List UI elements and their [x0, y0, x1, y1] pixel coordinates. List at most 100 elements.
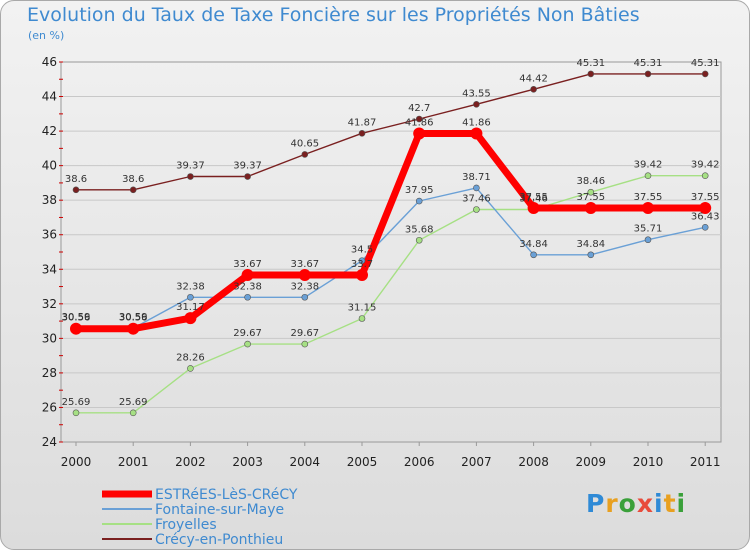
point-s2-2003 — [244, 293, 251, 301]
data-labels: 38.6 38.6 39.37 39.37 40.65 41.87 42.7 43.55 44.… — [62, 58, 720, 408]
point-s0-2004 — [301, 151, 309, 158]
point-s0-2001 — [129, 186, 137, 194]
label-s0-2007: 43.55 — [462, 88, 491, 99]
logo-letter: i — [676, 489, 687, 518]
label-s0-2004: 40.65 — [290, 138, 319, 149]
label-s3-2006: 41.86 — [405, 118, 434, 129]
point-s3-2007 — [470, 127, 483, 140]
x-tick-2000: 2000 — [61, 455, 92, 469]
series-line-3 — [76, 130, 706, 333]
point-s3-2005 — [356, 268, 368, 281]
label-s3-2010: 37.55 — [634, 192, 663, 203]
y-tick-36: 36 — [42, 228, 57, 242]
x-tick-2007: 2007 — [461, 455, 492, 469]
point-s0-2009 — [587, 70, 595, 78]
x-tick-2011: 2011 — [690, 455, 721, 469]
x-tick-2005: 2005 — [347, 455, 378, 469]
point-s2-2004 — [301, 293, 309, 301]
x-tick-2001: 2001 — [118, 455, 149, 469]
logo-letter: o — [618, 489, 637, 518]
label-s2-2001: 30.59 — [119, 312, 148, 323]
legend-label-2: Froyelles — [155, 517, 217, 533]
point-s0-2000 — [72, 186, 80, 194]
label-s1-2004: 29.67 — [290, 328, 319, 339]
label-s2-2000: 30.59 — [62, 312, 91, 323]
point-s3-2010 — [642, 201, 654, 214]
point-s1-2002 — [187, 365, 194, 372]
label-s0-2003: 39.37 — [233, 161, 262, 172]
point-s2-2007 — [473, 184, 480, 192]
y-axis-ticks: 24 26 28 30 32 34 36 38 40 42 44 46 — [42, 55, 57, 449]
label-s1-2002: 28.26 — [176, 352, 205, 363]
label-s0-2005: 41.87 — [348, 117, 377, 128]
label-s2-2011: 36.43 — [691, 211, 720, 222]
logo-letter: t — [663, 489, 677, 518]
point-s1-2003 — [244, 340, 251, 348]
point-s1-2004 — [301, 340, 309, 348]
label-s0-2008: 44.42 — [519, 73, 548, 84]
series-line-0 — [76, 73, 706, 191]
y-tick-26: 26 — [42, 400, 57, 414]
label-s1-2007: 37.46 — [462, 194, 491, 205]
legend-label-1: Fontaine-sur-Maye — [155, 502, 284, 518]
point-s1-2001 — [129, 409, 137, 417]
label-s1-2003: 29.67 — [233, 328, 262, 339]
point-s3-2000 — [70, 322, 82, 335]
point-s3-2011 — [699, 201, 712, 214]
label-s3-2008: 37.55 — [519, 192, 548, 203]
point-s3-2001 — [127, 322, 140, 335]
point-s2-2006 — [415, 197, 423, 205]
y-tick-30: 30 — [42, 331, 57, 345]
point-s1-2010 — [644, 172, 652, 179]
label-s3-2003: 33.67 — [233, 259, 262, 270]
x-axis-ticks: 2000 2001 2002 2003 2004 2005 2006 2007 2008 2009… — [61, 455, 721, 469]
label-s0-2006: 42.7 — [408, 103, 430, 114]
y-axis-unit: (en %) — [28, 29, 65, 42]
label-s1-2011: 39.42 — [691, 160, 720, 171]
point-s0-2011 — [701, 70, 709, 78]
label-s1-2010: 39.42 — [634, 160, 663, 171]
label-s3-2002: 31.17 — [176, 302, 205, 313]
y-tick-34: 34 — [42, 262, 57, 276]
logo-letter: i — [654, 489, 664, 518]
point-s2-2005 — [358, 257, 366, 264]
point-s1-2005 — [358, 315, 366, 322]
point-s1-2000 — [72, 409, 80, 417]
y-tick-40: 40 — [42, 159, 57, 173]
y-tick-28: 28 — [42, 366, 57, 380]
point-s3-2008 — [527, 201, 540, 214]
legend: ESTRéES-LèS-CRéCYFontaine-sur-MayeFroyel… — [102, 487, 298, 548]
legend-label-0: ESTRéES-LèS-CRéCY — [155, 487, 298, 503]
y-tick-32: 32 — [42, 297, 57, 311]
label-s1-2009: 38.46 — [576, 176, 605, 187]
y-tick-46: 46 — [42, 55, 57, 69]
label-s0-2002: 39.37 — [176, 161, 205, 172]
point-s2-2008 — [530, 251, 537, 259]
point-s2-2010 — [644, 236, 652, 244]
label-s3-2011: 37.55 — [691, 192, 720, 203]
y-tick-44: 44 — [42, 90, 57, 104]
series-line-1 — [76, 175, 706, 414]
label-s3-2004: 33.67 — [290, 259, 319, 270]
point-s1-2011 — [701, 172, 709, 179]
y-tick-24: 24 — [42, 435, 57, 449]
legend-label-3: Crécy-en-Ponthieu — [155, 532, 283, 548]
label-s3-2007: 41.86 — [462, 118, 491, 129]
label-s3-2005: 33.7 — [351, 259, 373, 270]
label-s2-2005: 34.5 — [351, 245, 373, 256]
logo-letter: P — [586, 489, 606, 518]
point-s2-2011 — [701, 224, 709, 231]
label-s2-2009: 34.84 — [576, 239, 605, 250]
point-s1-2006 — [415, 236, 423, 244]
series-line-2 — [76, 187, 706, 329]
x-tick-2006: 2006 — [404, 455, 435, 469]
series-points — [70, 70, 712, 417]
grid — [59, 61, 721, 446]
label-s0-2011: 45.31 — [691, 58, 720, 69]
y-tick-38: 38 — [42, 193, 57, 207]
label-s2-2008: 34.84 — [519, 239, 548, 250]
label-s1-2005: 31.15 — [348, 303, 377, 314]
logo-letter: x — [636, 489, 654, 518]
label-s2-2010: 35.71 — [634, 224, 663, 235]
